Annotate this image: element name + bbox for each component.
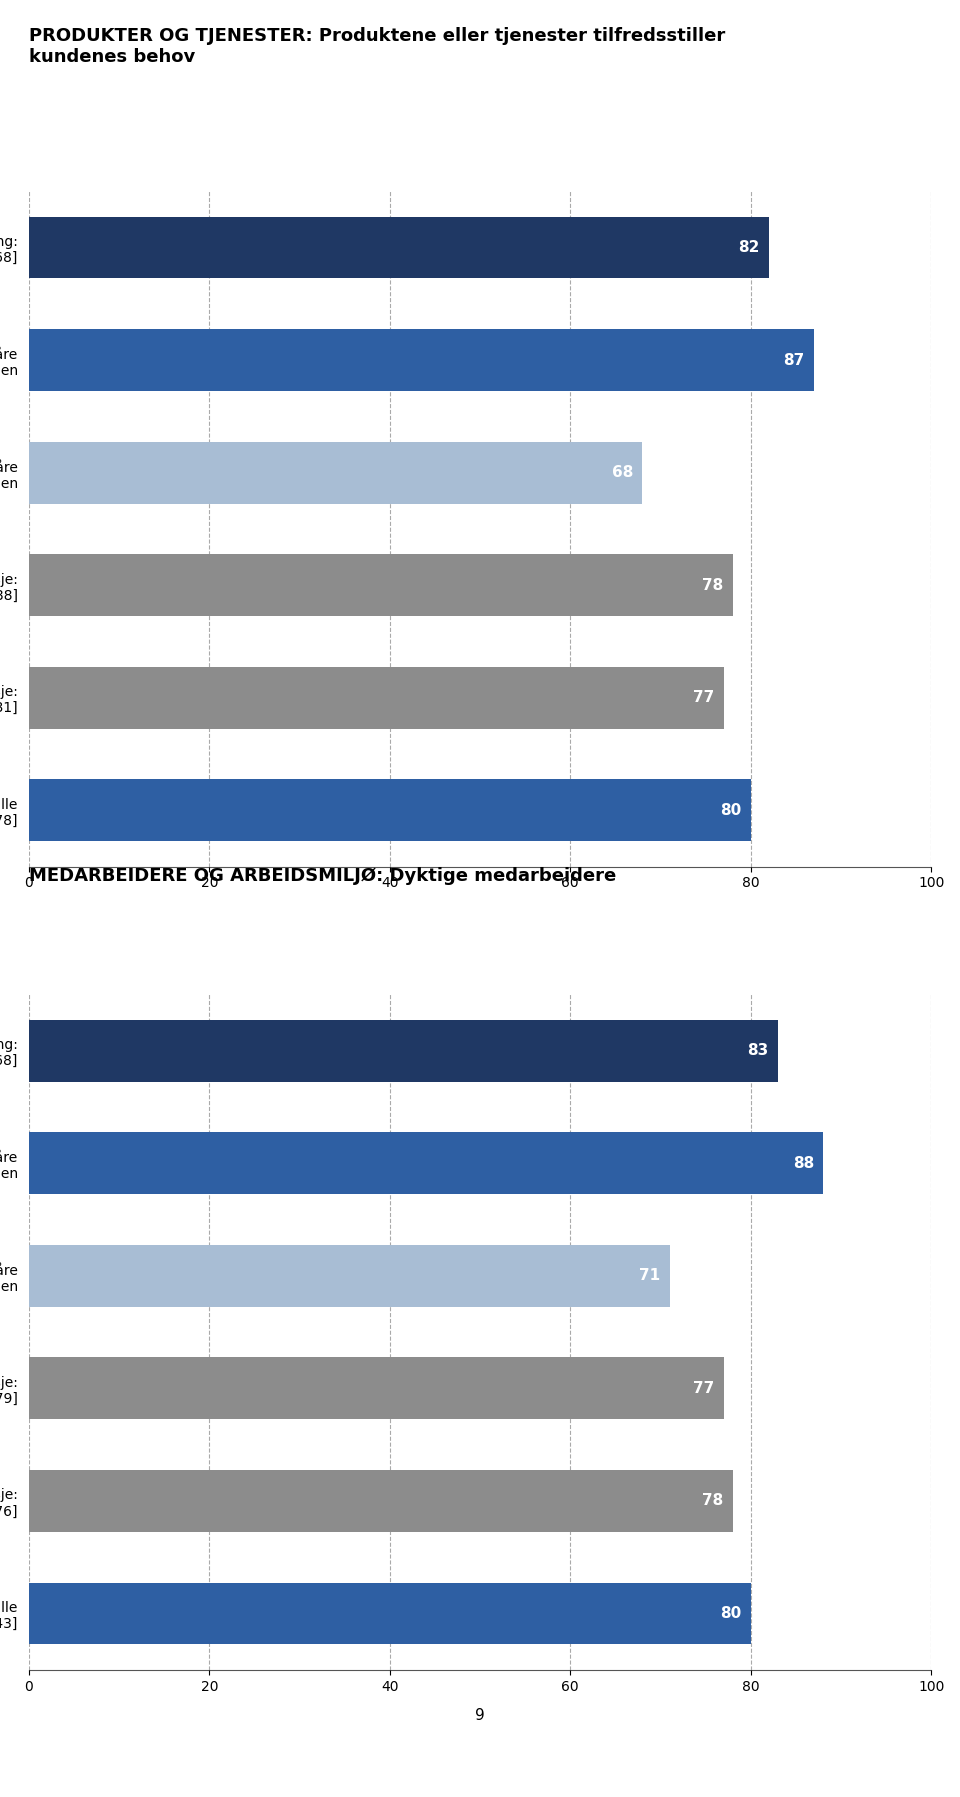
Bar: [29, 1132, 823, 1195]
Text: 77: 77: [693, 1380, 714, 1396]
Bar: [29, 1245, 669, 1306]
Bar: [29, 217, 769, 279]
Text: 9: 9: [475, 1707, 485, 1723]
Text: 80: 80: [720, 1607, 742, 1621]
Text: 78: 78: [703, 1493, 724, 1508]
Bar: [29, 667, 724, 730]
Bar: [29, 442, 642, 503]
Bar: [29, 1357, 724, 1420]
Bar: [29, 780, 751, 841]
Text: 77: 77: [693, 690, 714, 704]
Bar: [29, 1470, 732, 1531]
Text: 78: 78: [703, 577, 724, 593]
Text: 71: 71: [639, 1269, 660, 1283]
Text: PRODUKTER OG TJENESTER: Produktene eller tjenester tilfredsstiller
kundenes beho: PRODUKTER OG TJENESTER: Produktene eller…: [29, 27, 725, 66]
Text: 68: 68: [612, 465, 634, 480]
Bar: [29, 329, 814, 392]
Text: MEDARBEIDERE OG ARBEIDSMILJØ: Dyktige medarbeidere: MEDARBEIDERE OG ARBEIDSMILJØ: Dyktige me…: [29, 866, 616, 884]
Bar: [29, 1019, 778, 1082]
Bar: [29, 553, 732, 616]
Bar: [29, 1583, 751, 1644]
Text: 80: 80: [720, 803, 742, 818]
Text: 83: 83: [748, 1044, 769, 1058]
Text: 87: 87: [783, 352, 804, 368]
Text: 88: 88: [793, 1155, 814, 1172]
Text: 82: 82: [738, 241, 759, 255]
